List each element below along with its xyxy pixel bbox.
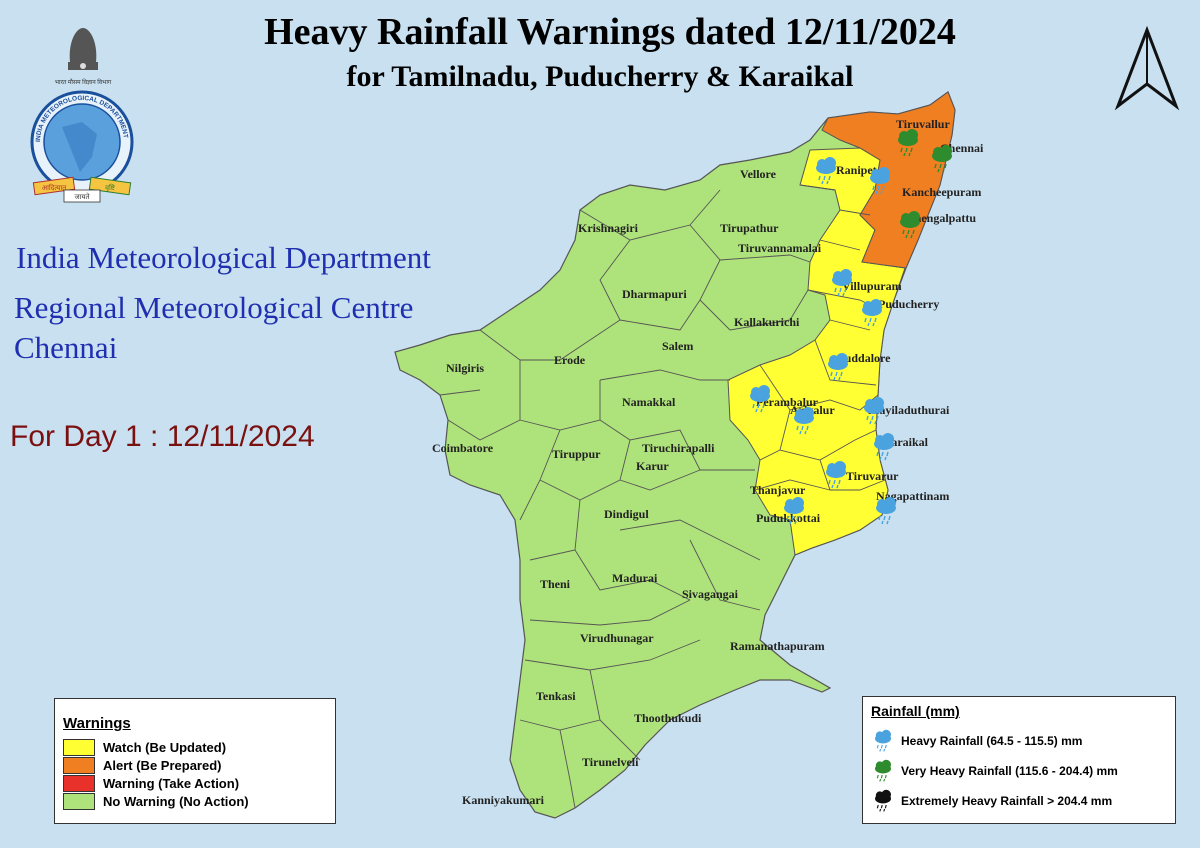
legend-label: Extremely Heavy Rainfall > 204.4 mm <box>901 794 1113 808</box>
logo-top-hindi: भारत मौसम विज्ञान विभाग <box>55 78 112 86</box>
district-label-madurai: Madurai <box>612 571 658 585</box>
legend-item-no-warning: No Warning (No Action) <box>63 793 249 810</box>
district-label-tiruvannamalai: Tiruvannamalai <box>738 241 822 255</box>
legend-item-heavy: Heavy Rainfall (64.5 - 115.5) mm <box>871 729 1082 753</box>
district-label-dindigul: Dindigul <box>604 507 649 521</box>
district-label-coimbatore: Coimbatore <box>432 441 494 455</box>
district-label-tenkasi: Tenkasi <box>536 689 576 703</box>
district-label-tirunelveli: Tirunelveli <box>582 755 639 769</box>
district-label-cuddalore: Cuddalore <box>836 351 891 365</box>
district-label-tirupathur: Tirupathur <box>720 221 779 235</box>
alert-swatch <box>63 757 95 774</box>
district-label-krishnagiri: Krishnagiri <box>578 221 639 235</box>
blue-rain-cloud-icon <box>875 729 891 752</box>
district-label-mayiladuthurai: Mayiladuthurai <box>868 403 950 417</box>
district-label-tiruppur: Tiruppur <box>552 447 601 461</box>
district-label-tiruvarur: Tiruvarur <box>846 469 899 483</box>
district-label-thanjavur: Thanjavur <box>750 483 806 497</box>
legend-item-very-heavy: Very Heavy Rainfall (115.6 - 204.4) mm <box>871 759 1118 783</box>
district-label-ramanathapuram: Ramanathapuram <box>730 639 825 653</box>
legend-item-warning: Warning (Take Action) <box>63 775 239 792</box>
district-label-namakkal: Namakkal <box>622 395 676 409</box>
legend-item-alert: Alert (Be Prepared) <box>63 757 221 774</box>
district-label-kanniyakumari: Kanniyakumari <box>462 793 545 807</box>
legend-label: No Warning (No Action) <box>103 794 249 809</box>
national-emblem-icon <box>68 28 98 70</box>
district-label-salem: Salem <box>662 339 693 353</box>
logo-ribbon-left: आदित्यात <box>42 183 68 192</box>
legend-item-watch: Watch (Be Updated) <box>63 739 226 756</box>
rainfall-legend-heading: Rainfall (mm) <box>871 703 960 719</box>
legend-label: Warning (Take Action) <box>103 776 240 791</box>
district-label-chengalpattu: Chengalpattu <box>906 211 976 225</box>
district-label-puducherry: Puducherry <box>878 297 939 311</box>
district-label-kancheepuram: Kancheepuram <box>902 185 981 199</box>
org-name-imd: India Meteorological Department <box>16 240 431 275</box>
district-label-virudhunagar: Virudhunagar <box>580 631 654 645</box>
district-label-tiruchirapalli: Tiruchirapalli <box>642 441 715 455</box>
forecast-day-label: For Day 1 : 12/11/2024 <box>10 420 315 453</box>
blue-rain-cloud-icon <box>875 496 897 525</box>
district-label-thoothukudi: Thoothukudi <box>634 711 702 725</box>
warning-swatch <box>63 775 95 792</box>
logo-ribbon-center: जायते <box>74 192 90 201</box>
black-rain-cloud-icon <box>875 789 891 812</box>
warnings-legend-heading: Warnings <box>63 715 131 732</box>
district-label-villupuram: Villupuram <box>842 279 902 293</box>
legend-item-extremely-heavy: Extremely Heavy Rainfall > 204.4 mm <box>871 789 1112 813</box>
district-label-ranipet: Ranipet <box>836 163 877 177</box>
warnings-legend: Warnings Watch (Be Updated) Alert (Be Pr… <box>54 698 336 824</box>
legend-label: Alert (Be Prepared) <box>103 758 222 773</box>
page-subtitle: for Tamilnadu, Puducherry & Karaikal <box>346 60 854 93</box>
north-arrow-icon <box>1114 26 1180 111</box>
district-label-theni: Theni <box>540 577 571 591</box>
legend-label: Very Heavy Rainfall (115.6 - 204.4) mm <box>901 764 1118 778</box>
logo-ribbon-right: वृष्टि <box>105 183 116 192</box>
district-label-perambalur: Perambalur <box>756 395 819 409</box>
district-label-tiruvallur: Tiruvallur <box>896 117 950 131</box>
legend-label: Heavy Rainfall (64.5 - 115.5) mm <box>901 734 1083 748</box>
no-warning-swatch <box>63 793 95 810</box>
district-label-vellore: Vellore <box>740 167 777 181</box>
district-label-pudukkottai: Pudukkottai <box>756 511 821 525</box>
blue-rain-cloud-icon <box>873 432 895 461</box>
district-label-nilgiris: Nilgiris <box>446 361 484 375</box>
district-label-dharmapuri: Dharmapuri <box>622 287 687 301</box>
imd-logo: भारत मौसम विज्ञान विभाग INDIA METEOROLOG… <box>30 28 134 203</box>
district-label-sivagangai: Sivagangai <box>682 587 739 601</box>
org-name-city: Chennai <box>14 330 118 365</box>
legend-label: Watch (Be Updated) <box>103 740 227 755</box>
watch-swatch <box>63 739 95 756</box>
page-title: Heavy Rainfall Warnings dated 12/11/2024 <box>264 11 956 53</box>
rainfall-legend: Rainfall (mm) Heavy Rainfall (64.5 - 115… <box>862 696 1176 824</box>
green-rain-cloud-icon <box>875 759 891 782</box>
district-label-erode: Erode <box>554 353 586 367</box>
district-label-karur: Karur <box>636 459 669 473</box>
district-label-kallakurichi: Kallakurichi <box>734 315 800 329</box>
org-name-rmc: Regional Meteorological Centre <box>14 290 414 325</box>
